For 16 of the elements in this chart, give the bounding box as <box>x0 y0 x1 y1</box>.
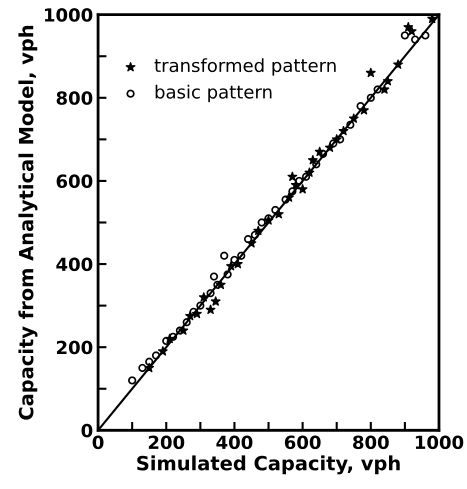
legend-label: basic pattern <box>156 84 272 102</box>
x-tick-label: 800 <box>353 436 389 450</box>
y-axis-title: Capacity from Analytical Model, vph <box>18 26 38 420</box>
x-tick-label: 400 <box>216 436 252 450</box>
legend-label: transformed pattern <box>154 58 336 76</box>
x-tick-label: 200 <box>148 436 184 450</box>
y-tick-label: 600 <box>56 174 92 188</box>
y-tick-label: 0 <box>82 424 92 438</box>
x-tick-label: 1000 <box>416 436 464 450</box>
x-axis-title: Simulated Capacity, vph <box>137 455 400 474</box>
y-tick-label: 200 <box>56 340 92 354</box>
x-tick-label: 0 <box>92 436 104 450</box>
y-tick-label: 800 <box>56 91 92 105</box>
y-tick-label: 1000 <box>44 8 92 22</box>
x-tick-label: 600 <box>284 436 321 450</box>
y-tick-label: 400 <box>56 258 92 272</box>
